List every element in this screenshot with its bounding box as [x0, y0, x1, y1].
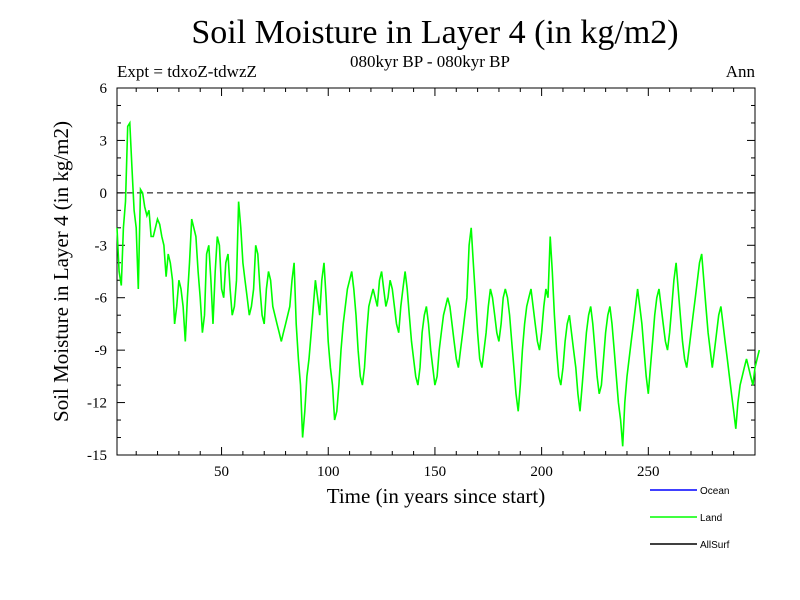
y-tick-label: -12	[87, 396, 107, 412]
axis-ticks	[117, 87, 755, 456]
chart-subtitle: 080kyr BP - 080kyr BP	[350, 52, 510, 71]
series-line-land	[116, 120, 761, 447]
y-tick-label: 0	[100, 186, 108, 202]
y-tick-label: 6	[100, 81, 108, 97]
legend-label-ocean: Ocean	[700, 486, 729, 497]
period-label: Ann	[725, 62, 755, 81]
x-tick-label: 150	[424, 464, 447, 480]
y-tick-label: -6	[95, 291, 108, 307]
legend: Ocean Land AllSurf	[650, 486, 730, 551]
legend-label-land: Land	[700, 513, 722, 524]
x-tick-label: 50	[214, 464, 229, 480]
tick-labels: 50 100 150 200 250 6 3 0 -3 -6 -9 -12 -15	[87, 81, 660, 480]
y-tick-label: -15	[87, 448, 107, 464]
series-group	[116, 120, 761, 447]
y-tick-label: 3	[100, 133, 108, 149]
x-tick-label: 250	[637, 464, 660, 480]
y-axis-label: Soil Moisture in Layer 4 (in kg/m2)	[49, 121, 73, 422]
x-tick-label: 200	[530, 464, 553, 480]
legend-label-allsurf: AllSurf	[700, 540, 730, 551]
experiment-label: Expt = tdxoZ-tdwzZ	[117, 62, 257, 81]
plot-frame	[116, 87, 756, 456]
chart-title: Soil Moisture in Layer 4 (in kg/m2)	[191, 14, 679, 51]
x-tick-label: 100	[317, 464, 340, 480]
x-axis-label: Time (in years since start)	[327, 484, 546, 508]
y-tick-label: -3	[95, 238, 108, 254]
y-tick-label: -9	[95, 343, 108, 359]
